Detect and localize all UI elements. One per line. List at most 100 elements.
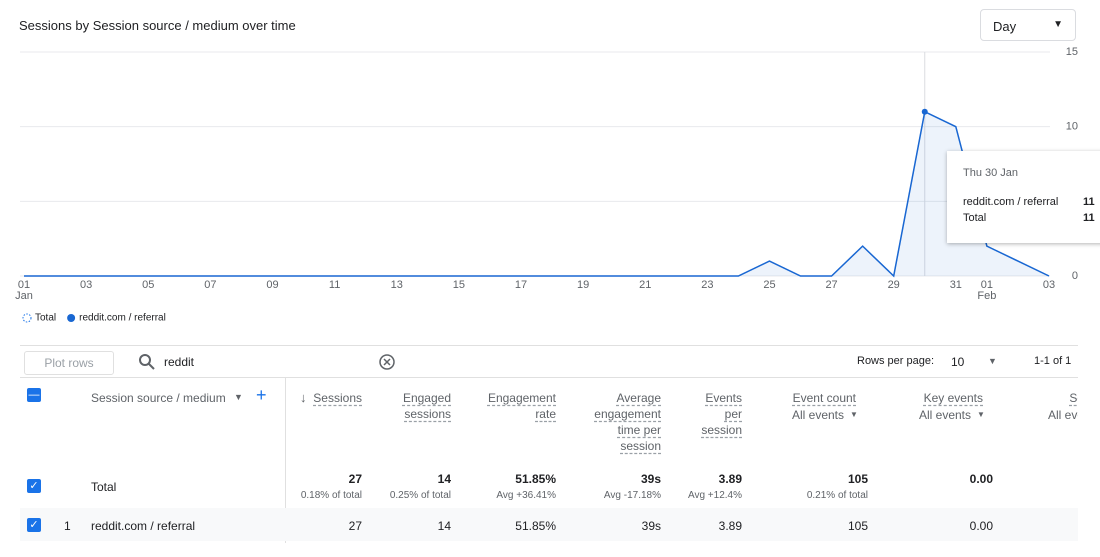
- column-label[interactable]: Engagement rate: [487, 391, 556, 421]
- total-note: Avg +12.4%: [687, 490, 742, 501]
- column-filter[interactable]: All events: [918, 408, 971, 422]
- x-tick-label: 23: [701, 279, 713, 291]
- x-tick-label: 19: [577, 279, 589, 291]
- row-value: 3.89: [718, 519, 742, 533]
- dimension-header[interactable]: Session source / medium: [91, 391, 226, 405]
- rows-per-page-label: Rows per page:: [857, 355, 935, 367]
- legend-marker: [67, 314, 76, 322]
- sort-icon: ↓: [300, 390, 307, 405]
- column-label[interactable]: Event count: [792, 391, 856, 405]
- row-checkbox[interactable]: ✓: [27, 518, 41, 532]
- column-label[interactable]: Ses e: [1069, 391, 1078, 405]
- series-line: [24, 110, 1050, 278]
- y-tick-label: 10: [1066, 121, 1078, 133]
- y-tick-label: 0: [1072, 270, 1078, 282]
- x-tick-label: 27: [825, 279, 837, 291]
- plot-rows-button[interactable]: Plot rows: [24, 351, 114, 375]
- x-tick-label: 13: [391, 279, 403, 291]
- x-tick-label: 01: [18, 279, 30, 291]
- column-filter[interactable]: All events: [791, 408, 844, 422]
- row-value: 39s: [641, 519, 661, 533]
- divider: [20, 377, 1078, 378]
- tooltip: Thu 30 Jan reddit.com / referral 11 Tota…: [947, 151, 1100, 243]
- x-tick-label: 07: [204, 279, 216, 291]
- column-label[interactable]: Key events: [923, 391, 983, 405]
- dropdown-arrow: ▼: [988, 356, 997, 366]
- tooltip-value: 11: [1083, 196, 1095, 208]
- legend-label: Total: [35, 313, 56, 324]
- x-tick-label: 31: [950, 279, 962, 291]
- total-note: 0.21% of total: [806, 490, 868, 501]
- column-label[interactable]: Engaged sessions: [402, 391, 451, 421]
- area: [24, 111, 1049, 276]
- dropdown-arrow: ▼: [234, 392, 243, 402]
- row-value: 105: [847, 519, 868, 533]
- tooltip-name: Total: [963, 212, 987, 224]
- granularity-select[interactable]: Day ▼: [980, 9, 1076, 41]
- column-header: Key events: [893, 390, 983, 406]
- x-tick-label: 29: [888, 279, 900, 291]
- clear-icon[interactable]: [378, 353, 396, 371]
- column-label[interactable]: Average engagement time per session: [594, 391, 661, 453]
- total-note: Avg +36.41%: [496, 490, 556, 501]
- x-tick-label: 03: [80, 279, 92, 291]
- x-month-label: Feb: [977, 290, 996, 302]
- total-value: 39s: [640, 472, 661, 486]
- tooltip-name: reddit.com / referral: [963, 196, 1059, 208]
- column-filter[interactable]: All ever: [1047, 408, 1078, 422]
- total-note: 0.25% of total: [389, 490, 451, 501]
- rows-per-page[interactable]: 10: [951, 355, 965, 369]
- total-value: 3.89: [718, 472, 742, 486]
- dropdown-arrow: ▼: [977, 410, 985, 419]
- add-dimension[interactable]: +: [256, 385, 267, 405]
- pagination: 1-1 of 1: [1034, 355, 1072, 367]
- row-index: 1: [64, 519, 71, 533]
- hover-point: [921, 108, 928, 115]
- tooltip-title: Thu 30 Jan: [963, 167, 1019, 179]
- column-header: Sessions: [302, 390, 362, 406]
- x-tick-label: 09: [266, 279, 278, 291]
- column-header: Events per session: [692, 390, 742, 438]
- chart-title: Sessions by Session source / medium over…: [19, 18, 296, 33]
- total-note: 0.18% of total: [300, 490, 362, 501]
- total-label: Total: [91, 480, 117, 494]
- total-value: 0.00: [969, 472, 993, 486]
- dropdown-arrow: ▼: [850, 410, 858, 419]
- x-tick-label: 25: [763, 279, 775, 291]
- select-all-checkbox[interactable]: —: [27, 388, 41, 402]
- x-tick-label: 03: [1043, 279, 1055, 291]
- total-note: Avg -17.18%: [603, 490, 661, 501]
- tooltip-value: 11: [1083, 212, 1095, 224]
- column-header: Engagement rate: [476, 390, 556, 422]
- legend-label: reddit.com / referral: [79, 313, 166, 324]
- row-background: [20, 508, 1078, 541]
- x-tick-label: 21: [639, 279, 651, 291]
- x-tick-label: 11: [329, 279, 340, 291]
- x-tick-label: 15: [453, 279, 465, 291]
- column-header: Event count: [766, 390, 856, 406]
- row-value: 51.85%: [515, 519, 556, 533]
- search-icon: [139, 354, 155, 370]
- divider: [20, 345, 1078, 346]
- chart: 0510150103050709111315171921232527293101…: [15, 46, 1078, 324]
- column-header: Average engagement time per session: [581, 390, 661, 454]
- granularity: Day: [993, 19, 1017, 34]
- total-value: 105: [847, 472, 868, 486]
- column-label[interactable]: Events per session: [701, 391, 742, 437]
- row-value: 0.00: [969, 519, 993, 533]
- column-header: Ses e: [1030, 390, 1078, 406]
- x-month-label: Jan: [15, 290, 33, 302]
- column-label[interactable]: Sessions: [313, 391, 362, 405]
- row-value: 14: [437, 519, 451, 533]
- y-tick-label: 15: [1066, 46, 1078, 58]
- total-value: 27: [348, 472, 362, 486]
- row-dimension: reddit.com / referral: [91, 519, 196, 533]
- search-input[interactable]: reddit: [164, 355, 195, 369]
- row-value: 27: [348, 519, 362, 533]
- total-checkbox[interactable]: ✓: [27, 479, 41, 493]
- x-tick-label: 05: [142, 279, 154, 291]
- x-tick-label: 01: [981, 279, 993, 291]
- column-header: Engaged sessions: [391, 390, 451, 422]
